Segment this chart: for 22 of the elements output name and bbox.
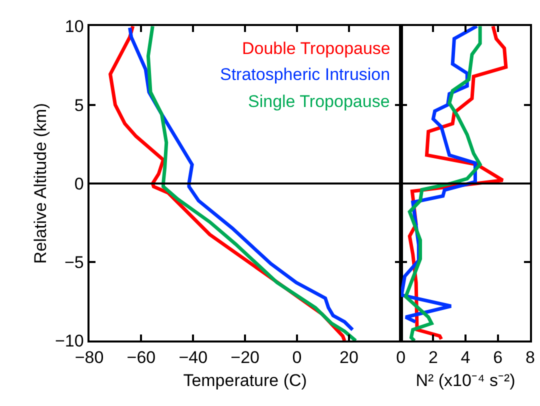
x-tick-label: −60 (126, 348, 156, 368)
y-tick-label: 5 (74, 96, 84, 115)
x-tick-label: 2 (428, 348, 438, 368)
x-tick-label: 0 (396, 348, 406, 368)
text: Stratospheric Intrusion (220, 65, 390, 84)
x-axis-title: N² (x10⁻⁴ s⁻²) (416, 371, 516, 390)
x-tick-label: 6 (493, 348, 503, 368)
x-tick-label: 20 (339, 348, 358, 368)
y-tick-label: 10 (64, 17, 84, 36)
x-tick-label: 0 (292, 348, 302, 368)
y-axis-title: Relative Altitude (km) (31, 103, 50, 264)
x-tick-label: 4 (460, 348, 470, 368)
x-tick-label: −40 (178, 348, 208, 368)
text: Double Tropopause (242, 39, 390, 58)
x-tick-label: 8 (525, 348, 535, 368)
y-tick-label: −5 (64, 253, 84, 272)
x-tick-label: −80 (74, 348, 104, 368)
y-tick-label: 0 (74, 174, 84, 194)
text: Single Tropopause (248, 92, 390, 111)
y-tick-label: −10 (55, 332, 84, 351)
x-axis-title: Temperature (C) (183, 371, 307, 390)
x-tick-label: −20 (230, 348, 260, 368)
